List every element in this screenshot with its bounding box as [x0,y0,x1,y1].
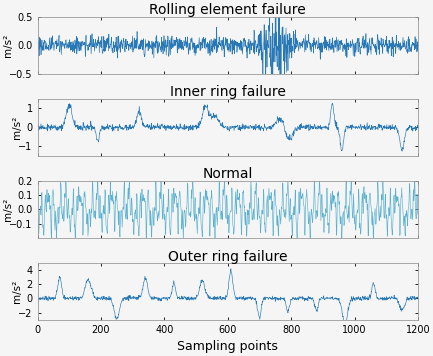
Title: Normal: Normal [203,167,253,181]
Title: Rolling element failure: Rolling element failure [149,3,306,17]
Y-axis label: m/s²: m/s² [12,279,22,303]
Y-axis label: m/s²: m/s² [12,116,22,139]
Y-axis label: m/s²: m/s² [3,34,13,57]
X-axis label: Sampling points: Sampling points [177,340,278,353]
Y-axis label: m/s²: m/s² [3,198,13,221]
Title: Outer ring failure: Outer ring failure [168,250,288,263]
Title: Inner ring failure: Inner ring failure [170,85,286,99]
